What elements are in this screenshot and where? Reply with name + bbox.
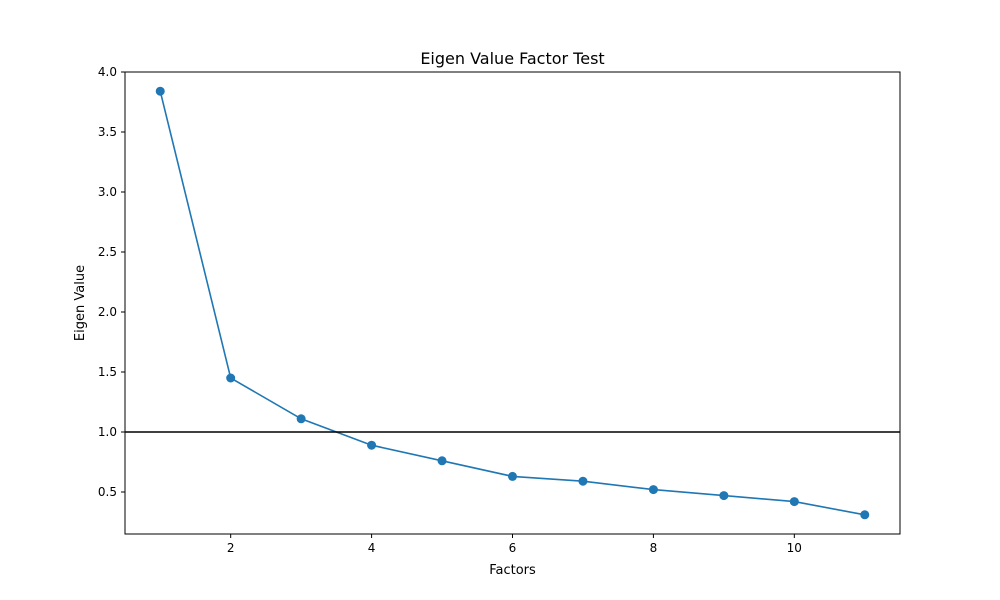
y-tick-label: 2.0: [98, 305, 117, 319]
x-tick-label: 6: [509, 541, 517, 555]
y-tick-label: 1.5: [98, 365, 117, 379]
data-point: [226, 373, 236, 383]
y-tick-label: 3.0: [98, 185, 117, 199]
y-tick-label: 0.5: [98, 485, 117, 499]
x-tick-label: 4: [368, 541, 376, 555]
x-tick-label: 10: [787, 541, 802, 555]
y-axis: 0.5 1.0 1.5 2.0 2.5 3.0 3.5 4.0: [98, 65, 125, 499]
y-tick-label: 3.5: [98, 125, 117, 139]
data-point: [437, 456, 447, 466]
y-tick-label: 2.5: [98, 245, 117, 259]
chart-title: Eigen Value Factor Test: [420, 49, 604, 68]
series-line: [159, 91, 865, 516]
x-axis: 2 4 6 8 10: [227, 534, 802, 555]
data-point: [648, 485, 658, 495]
data-point: [860, 510, 870, 520]
data-point: [719, 491, 729, 501]
data-point: [367, 440, 377, 450]
x-tick-label: 8: [650, 541, 658, 555]
data-point: [789, 497, 799, 507]
y-tick-label: 4.0: [98, 65, 117, 79]
data-point: [296, 414, 306, 424]
x-axis-label: Factors: [489, 563, 536, 578]
data-point: [578, 476, 588, 486]
data-point: [155, 86, 165, 96]
y-axis-label: Eigen Value: [73, 265, 88, 341]
data-point: [508, 471, 517, 481]
y-tick-label: 1.0: [98, 425, 117, 439]
plot-area-frame: [124, 71, 901, 535]
x-tick-label: 2: [227, 541, 235, 555]
